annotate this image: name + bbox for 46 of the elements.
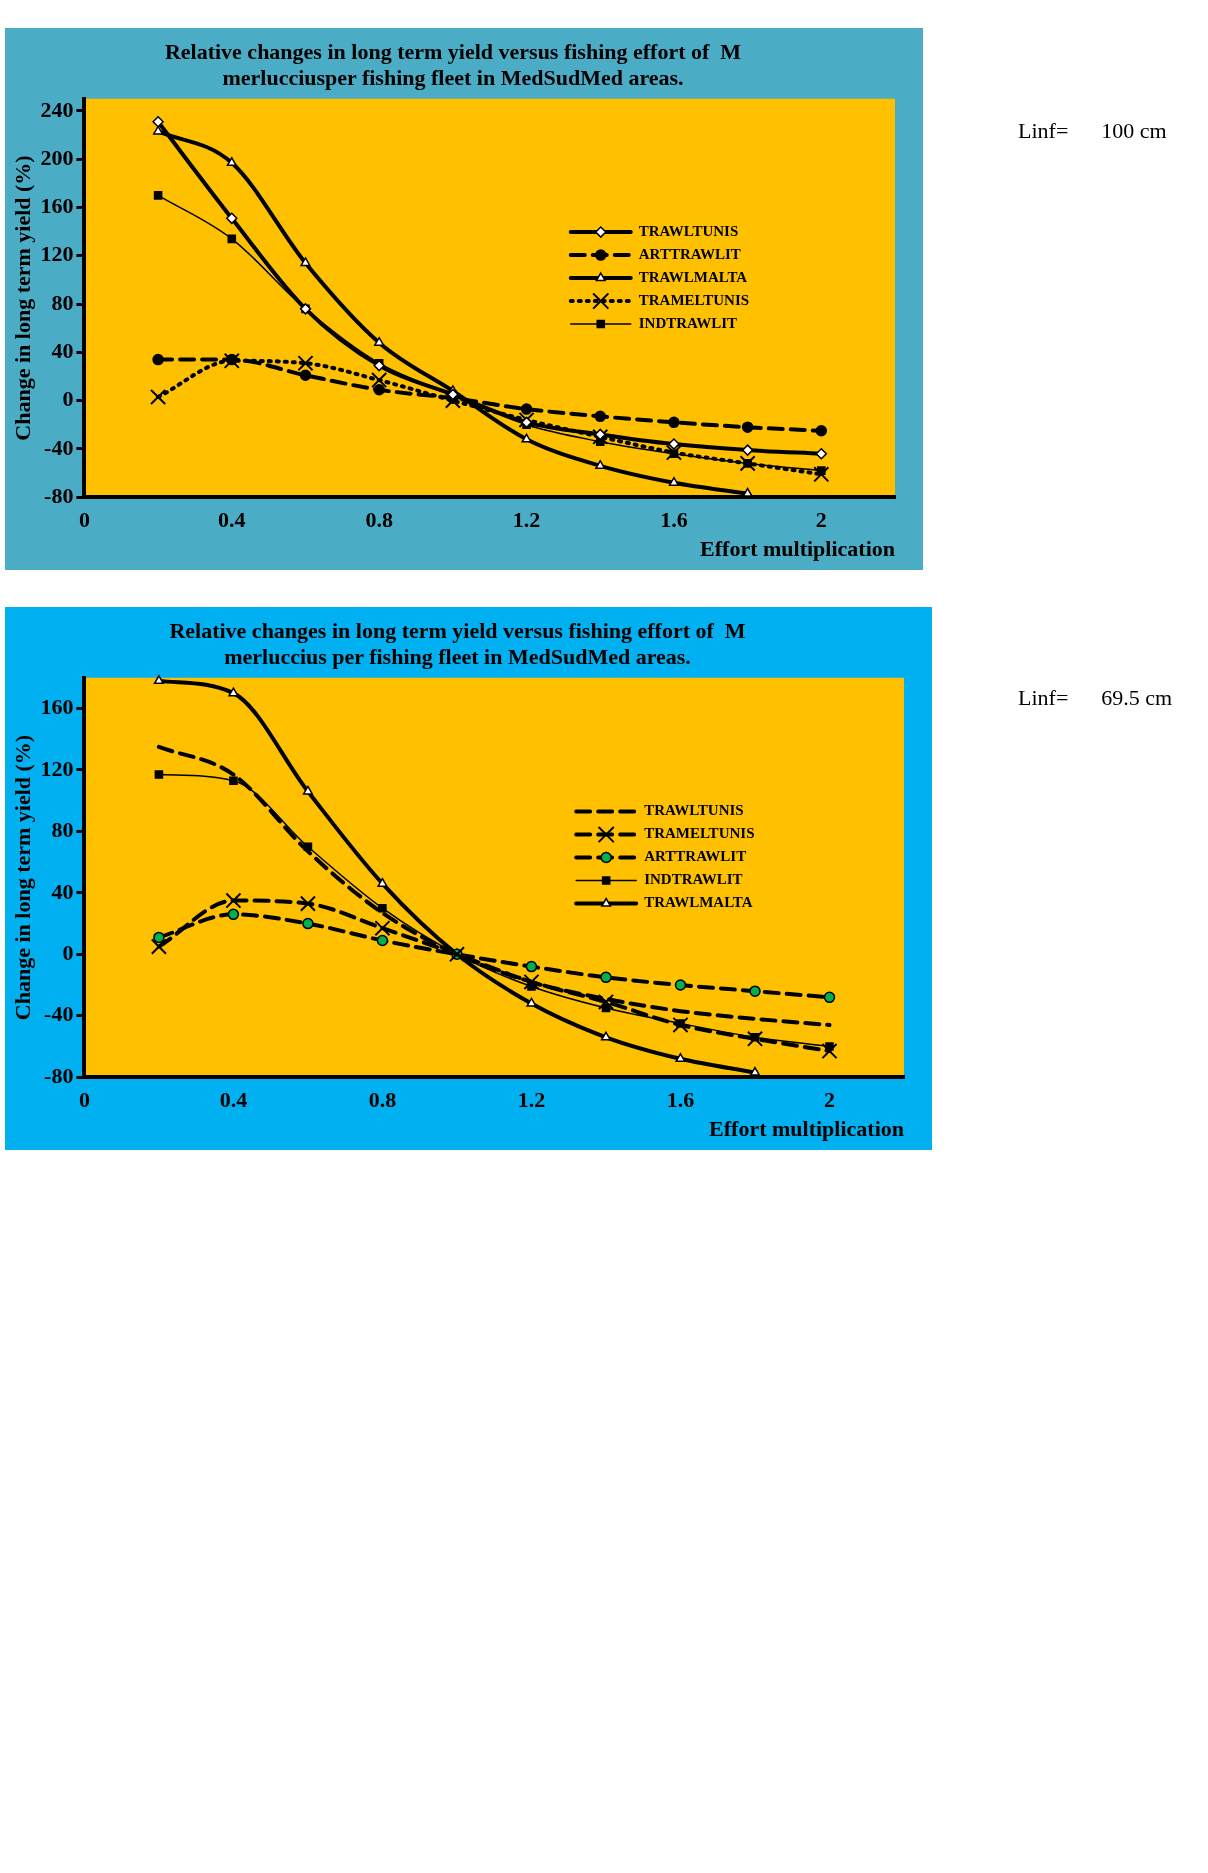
x-axis-title: Effort multiplication xyxy=(700,536,895,562)
legend-label: ARTTRAWLIT xyxy=(644,848,747,865)
y-tick-label: 160 xyxy=(40,193,74,219)
legend-label: TRAWLMALTA xyxy=(644,894,753,911)
legend-label: TRAMELTUNIS xyxy=(644,825,755,842)
y-tick-label: -80 xyxy=(44,482,74,508)
x-axis-title: Effort multiplication xyxy=(709,1116,904,1142)
text: Linf= 100 cm xyxy=(1018,118,1167,144)
y-tick-label: 120 xyxy=(40,241,74,267)
chart-title: Relative changes in long term yield versus fishing effort of M merlucciusper fishing fleet in MedSudMed areas. xyxy=(164,38,742,91)
x-tick-label: 1.2 xyxy=(512,507,541,533)
x-tick-label: 1.2 xyxy=(517,1087,546,1113)
y-tick-label: 0 xyxy=(62,386,74,412)
legend-label: ARTTRAWLIT xyxy=(638,245,741,262)
y-tick-label: 200 xyxy=(40,144,74,170)
x-tick-label: 0 xyxy=(78,507,90,533)
legend-label: TRAWLTUNIS xyxy=(644,802,744,819)
legend-label: INDTRAWLIT xyxy=(644,871,743,888)
y-axis-title: Change in long term yield (%) xyxy=(9,734,35,1021)
x-tick-label: 1.6 xyxy=(666,1087,695,1113)
y-tick-label: 80 xyxy=(51,289,74,315)
y-tick-label: 120 xyxy=(40,755,74,781)
y-tick-label: -80 xyxy=(44,1062,74,1088)
chart-title: Relative changes in long term yield versus fishing effort of M merluccius per fishing fleet in MedSudMed areas. xyxy=(169,617,746,670)
legend-label: TRAMELTUNIS xyxy=(638,291,750,308)
x-tick-label: 0 xyxy=(78,1087,90,1113)
y-tick-label: -40 xyxy=(44,434,74,460)
x-tick-label: 0.8 xyxy=(368,1087,397,1113)
y-tick-label: 80 xyxy=(51,817,74,843)
legend-label: TRAWLTUNIS xyxy=(638,222,739,239)
y-axis-title: Change in long term yield (%) xyxy=(9,155,35,441)
x-tick-label: 0.4 xyxy=(218,507,246,533)
y-tick-label: 0 xyxy=(62,940,74,965)
text: Linf= 69.5 cm xyxy=(1018,685,1173,711)
x-tick-label: 2 xyxy=(815,507,827,533)
x-tick-label: 2 xyxy=(823,1087,835,1113)
y-tick-label: 40 xyxy=(51,338,74,364)
x-tick-label: 0.4 xyxy=(219,1087,248,1113)
legend-label: TRAWLMALTA xyxy=(638,268,748,285)
x-tick-label: 1.6 xyxy=(660,507,688,533)
y-tick-label: 40 xyxy=(51,878,74,904)
y-tick-label: -40 xyxy=(44,1001,74,1027)
y-tick-label: 160 xyxy=(40,694,74,720)
x-tick-label: 0.8 xyxy=(365,507,393,533)
y-tick-label: 240 xyxy=(40,96,74,122)
legend-label: INDTRAWLIT xyxy=(638,314,738,331)
